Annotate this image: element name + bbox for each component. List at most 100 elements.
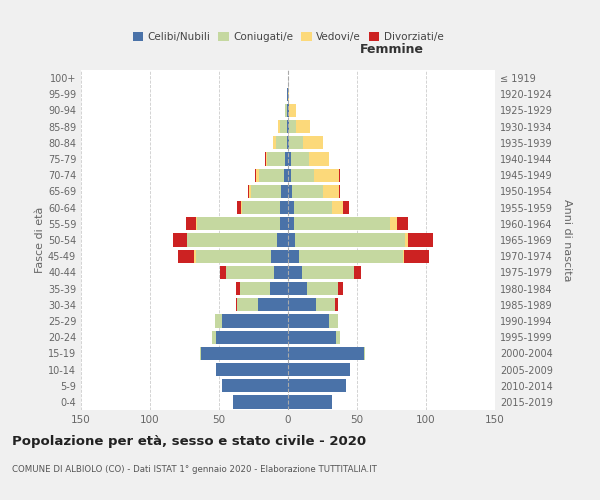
Bar [339, 168, 340, 182]
Bar [354, 266, 361, 279]
Bar [196, 217, 197, 230]
Bar [187, 234, 277, 246]
Bar [233, 396, 288, 408]
Bar [288, 379, 346, 392]
Bar [288, 234, 295, 246]
Bar [288, 396, 332, 408]
Bar [291, 168, 314, 182]
Bar [288, 136, 289, 149]
Bar [237, 201, 241, 214]
Bar [201, 346, 288, 360]
Y-axis label: Fasce di età: Fasce di età [35, 207, 45, 273]
Bar [256, 168, 259, 182]
Bar [237, 298, 257, 312]
Bar [222, 379, 288, 392]
Bar [255, 168, 256, 182]
Bar [287, 120, 288, 134]
Bar [216, 363, 288, 376]
Bar [288, 104, 289, 117]
Bar [275, 136, 287, 149]
Bar [293, 201, 332, 214]
Bar [194, 250, 196, 263]
Bar [277, 234, 288, 246]
Bar [285, 104, 287, 117]
Bar [280, 120, 287, 134]
Bar [408, 234, 433, 246]
Bar [288, 330, 337, 344]
Bar [338, 282, 343, 295]
Text: Femmine: Femmine [359, 44, 424, 57]
Bar [196, 250, 271, 263]
Bar [287, 104, 288, 117]
Bar [268, 152, 285, 166]
Bar [281, 185, 288, 198]
Bar [288, 88, 289, 101]
Bar [280, 201, 288, 214]
Bar [287, 88, 288, 101]
Bar [226, 266, 274, 279]
Bar [339, 185, 340, 198]
Bar [259, 168, 284, 182]
Bar [404, 250, 429, 263]
Bar [285, 152, 288, 166]
Bar [236, 298, 237, 312]
Bar [216, 330, 288, 344]
Bar [302, 266, 354, 279]
Bar [197, 217, 280, 230]
Bar [265, 152, 266, 166]
Bar [288, 346, 364, 360]
Bar [178, 250, 194, 263]
Bar [289, 136, 303, 149]
Bar [200, 346, 201, 360]
Bar [295, 234, 406, 246]
Bar [390, 217, 397, 230]
Y-axis label: Anni di nascita: Anni di nascita [562, 198, 572, 281]
Bar [316, 298, 335, 312]
Bar [364, 346, 365, 360]
Bar [314, 168, 339, 182]
Bar [288, 314, 329, 328]
Bar [299, 250, 403, 263]
Bar [337, 330, 340, 344]
Bar [266, 152, 268, 166]
Bar [251, 185, 281, 198]
Bar [288, 298, 316, 312]
Bar [323, 185, 339, 198]
Bar [307, 282, 338, 295]
Bar [240, 282, 270, 295]
Bar [288, 363, 350, 376]
Bar [222, 314, 288, 328]
Bar [289, 104, 296, 117]
Text: Popolazione per età, sesso e stato civile - 2020: Popolazione per età, sesso e stato civil… [12, 435, 366, 448]
Legend: Celibi/Nubili, Coniugati/e, Vedovi/e, Divorziati/e: Celibi/Nubili, Coniugati/e, Vedovi/e, Di… [128, 28, 448, 46]
Bar [292, 185, 323, 198]
Bar [288, 266, 302, 279]
Bar [215, 314, 222, 328]
Bar [271, 250, 288, 263]
Bar [212, 330, 216, 344]
Bar [332, 201, 343, 214]
Bar [284, 168, 288, 182]
Bar [288, 201, 293, 214]
Bar [274, 266, 288, 279]
Bar [273, 136, 275, 149]
Bar [335, 298, 338, 312]
Bar [248, 185, 250, 198]
Bar [329, 314, 338, 328]
Bar [288, 152, 291, 166]
Bar [343, 201, 349, 214]
Bar [288, 250, 299, 263]
Bar [303, 136, 323, 149]
Bar [288, 217, 293, 230]
Bar [291, 152, 309, 166]
Bar [220, 266, 226, 279]
Bar [241, 201, 242, 214]
Bar [242, 201, 280, 214]
Bar [289, 120, 296, 134]
Bar [293, 217, 390, 230]
Bar [250, 185, 251, 198]
Bar [287, 136, 288, 149]
Bar [280, 217, 288, 230]
Bar [288, 282, 307, 295]
Bar [186, 217, 196, 230]
